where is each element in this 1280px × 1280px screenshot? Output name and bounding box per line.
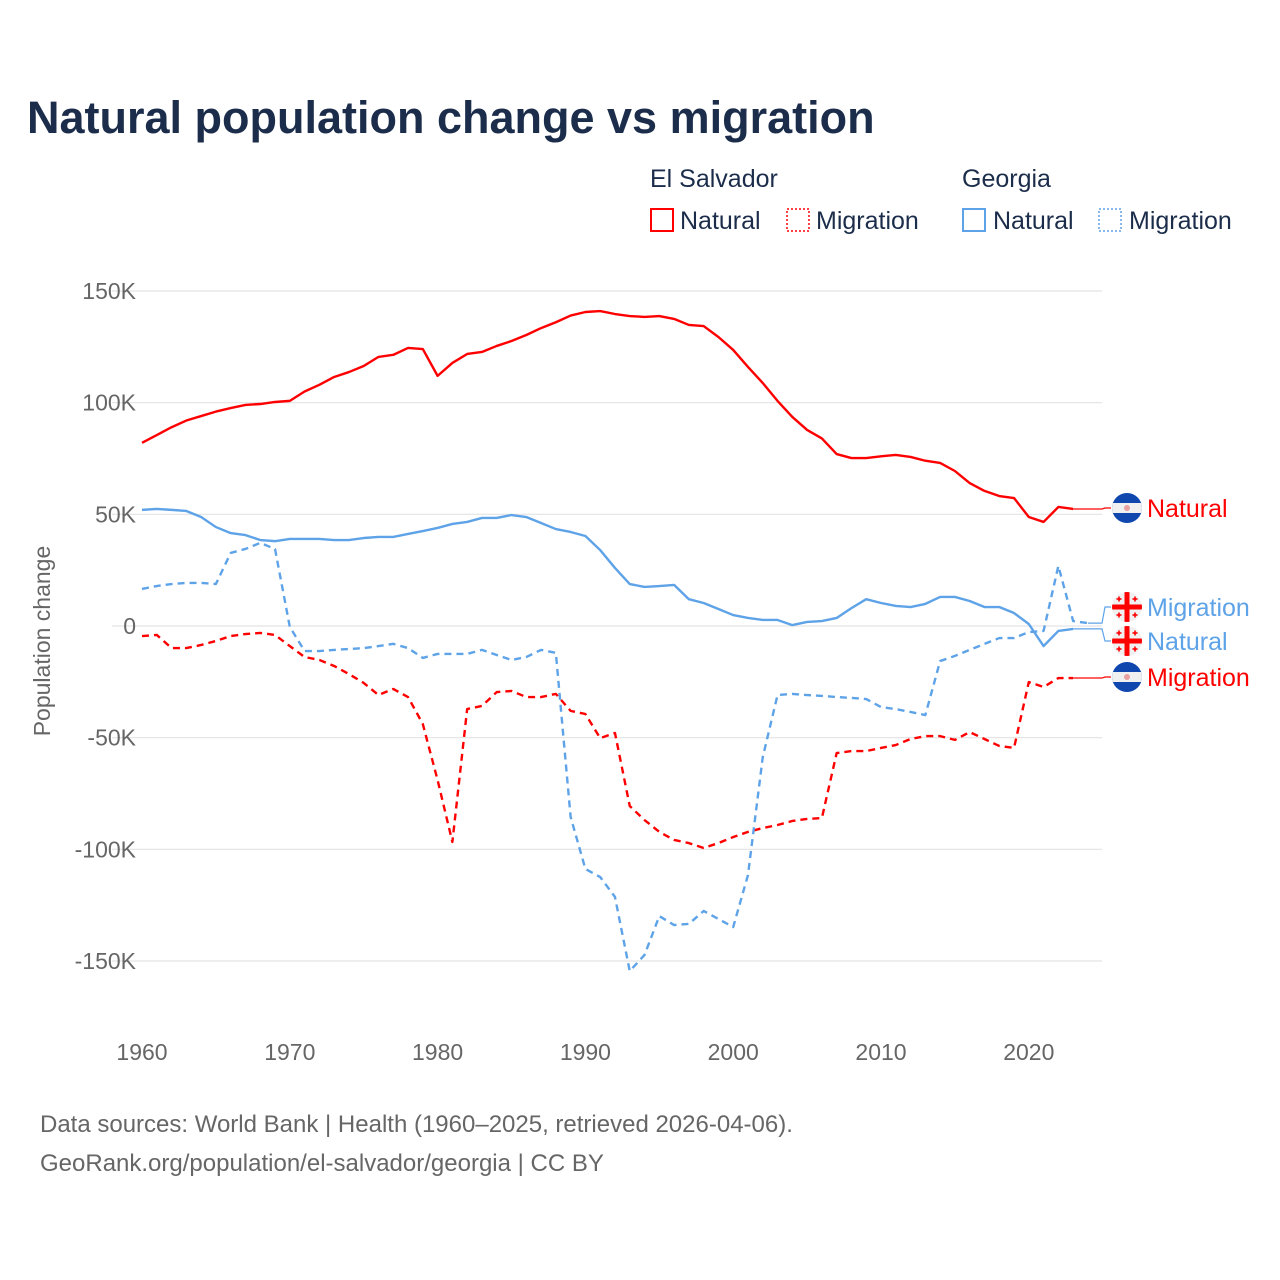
series-lines xyxy=(141,309,1089,973)
end-label-el-salvador-migration: Migration xyxy=(1147,664,1250,692)
legend-swatch-el-salvador-migration[interactable] xyxy=(786,208,810,232)
series-line-el-salvador-natural xyxy=(141,309,1074,524)
x-tick-label: 2020 xyxy=(1003,1039,1054,1065)
el-salvador-flag-icon xyxy=(1112,493,1142,523)
footer-link[interactable]: GeoRank.org/population/el-salvador/georg… xyxy=(40,1150,604,1177)
leader-line xyxy=(1073,676,1111,679)
georgia-flag-icon xyxy=(1112,626,1142,656)
x-tick-label: 1960 xyxy=(116,1039,167,1065)
georgia-flag-icon xyxy=(1112,592,1142,622)
chart-title: Natural population change vs migration xyxy=(27,92,875,143)
y-axis-title: Population change xyxy=(29,546,55,737)
legend-group-georgia: Georgia xyxy=(962,165,1051,193)
gridlines xyxy=(112,290,1102,962)
y-tick-label: -150K xyxy=(75,948,137,974)
y-tick-label: -50K xyxy=(87,725,136,751)
y-tick-label: 150K xyxy=(82,278,136,304)
end-label-georgia-migration: Migration xyxy=(1147,594,1250,622)
legend-group-el-salvador: El Salvador xyxy=(650,165,778,193)
leader-line xyxy=(1073,507,1111,510)
legend-label-el-salvador-natural[interactable]: Natural xyxy=(680,207,761,235)
series-line-georgia-natural xyxy=(141,507,1074,648)
x-tick-label: 1970 xyxy=(264,1039,315,1065)
series-line-el-salvador-migration xyxy=(141,631,1074,850)
y-axis: 150K 100K 50K 0 -50K -100K -150K xyxy=(75,278,137,974)
x-tick-label: 2000 xyxy=(708,1039,759,1065)
end-label-georgia-natural: Natural xyxy=(1147,628,1228,656)
y-tick-label: -100K xyxy=(75,836,137,862)
legend-swatch-georgia-natural[interactable] xyxy=(962,208,986,232)
el-salvador-flag-icon xyxy=(1112,662,1142,692)
leader-line xyxy=(1073,628,1111,642)
x-tick-label: 2010 xyxy=(855,1039,906,1065)
x-tick-label: 1980 xyxy=(412,1039,463,1065)
legend-swatch-georgia-migration[interactable] xyxy=(1098,208,1122,232)
end-label-el-salvador-natural: Natural xyxy=(1147,495,1228,523)
x-tick-label: 1990 xyxy=(560,1039,611,1065)
legend: El Salvador Georgia Natural Migration Na… xyxy=(650,165,1232,235)
legend-label-el-salvador-migration[interactable]: Migration xyxy=(816,207,919,235)
y-tick-label: 50K xyxy=(95,501,137,527)
legend-label-georgia-migration[interactable]: Migration xyxy=(1129,207,1232,235)
footer-sources: Data sources: World Bank | Health (1960–… xyxy=(40,1111,793,1138)
y-tick-label: 100K xyxy=(82,390,136,416)
legend-swatch-el-salvador-natural[interactable] xyxy=(650,208,674,232)
series-line-georgia-migration xyxy=(141,541,1089,973)
end-labels: Natural Natural Migration Migration xyxy=(1073,493,1250,692)
legend-label-georgia-natural[interactable]: Natural xyxy=(993,207,1074,235)
leader-line xyxy=(1087,606,1111,624)
x-axis: 1960 1970 1980 1990 2000 2010 2020 xyxy=(116,1039,1054,1065)
y-tick-label: 0 xyxy=(123,613,136,639)
